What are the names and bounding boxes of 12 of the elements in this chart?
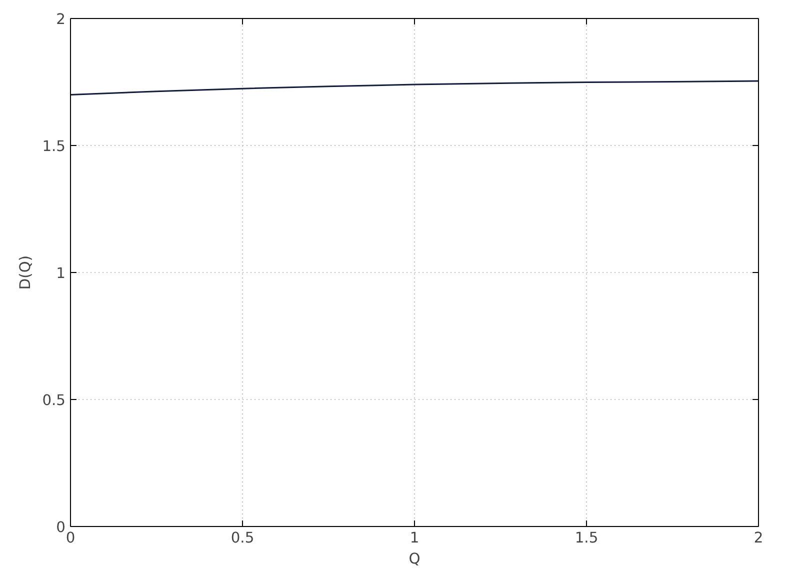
y-tick-label: 0.5 — [42, 392, 66, 409]
y-tick-label: 0 — [56, 519, 66, 536]
x-axis-title: Q — [408, 550, 420, 568]
x-tick-label: 0.5 — [230, 530, 254, 546]
line-series — [70, 80, 758, 96]
y-tick-label: 1 — [56, 265, 66, 282]
y-tick-label: 1.5 — [42, 138, 66, 155]
y-tick-label: 2 — [56, 11, 66, 28]
x-tick-label: 2 — [754, 530, 764, 546]
x-tick-label: 1.5 — [574, 530, 598, 546]
y-axis-title: D(Q) — [17, 255, 34, 290]
x-tick-label: 1 — [410, 530, 420, 546]
